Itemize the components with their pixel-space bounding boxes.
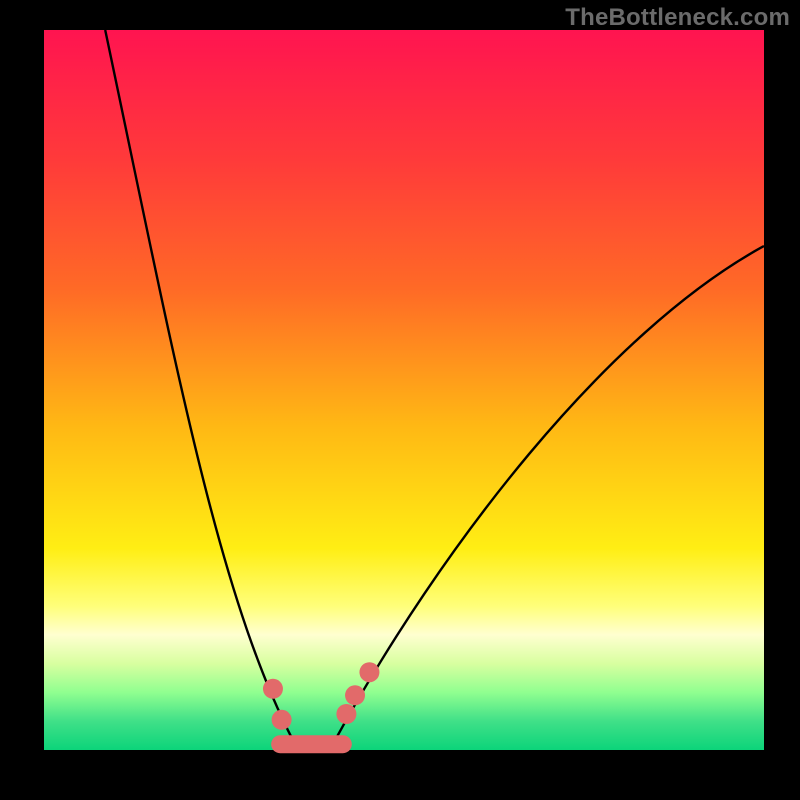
marker-dot <box>336 704 356 724</box>
marker-dot <box>263 679 283 699</box>
marker-dot <box>359 662 379 682</box>
chart-stage: TheBottleneck.com <box>0 0 800 800</box>
marker-dot <box>345 685 365 705</box>
chart-svg <box>0 0 800 800</box>
marker-dot <box>272 710 292 730</box>
plot-background <box>44 30 764 750</box>
